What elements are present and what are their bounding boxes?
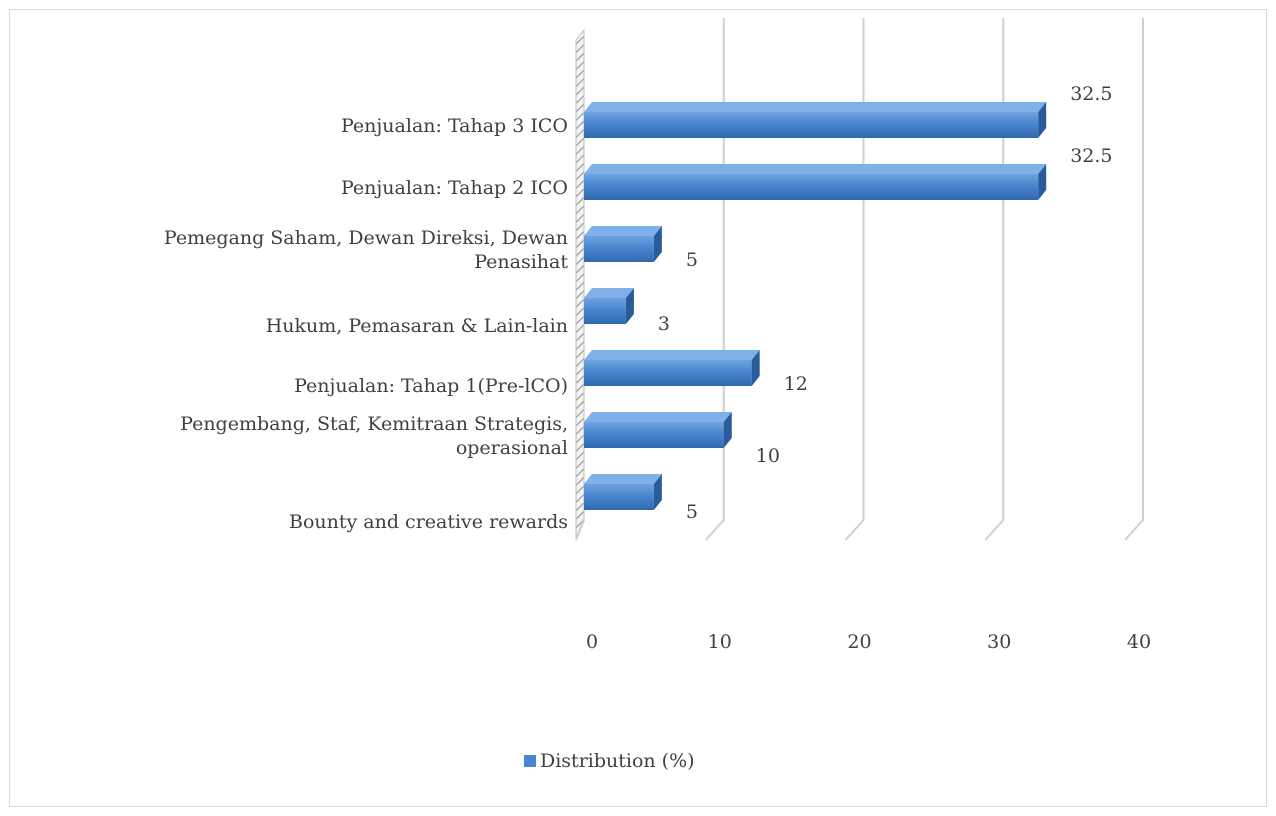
- bar-front-face: [584, 484, 654, 510]
- data-label: 5: [686, 501, 698, 523]
- bar-top-face: [584, 226, 662, 236]
- x-tick-label: 0: [586, 631, 598, 653]
- bar-6: [584, 412, 732, 448]
- left-wall: [575, 28, 585, 541]
- bar-front-face: [584, 174, 1039, 200]
- bar-7: [584, 474, 662, 510]
- gridlines: [575, 18, 1144, 541]
- gridline-10: [705, 18, 725, 541]
- data-label: 5: [686, 249, 698, 271]
- bar-side-face: [653, 474, 662, 510]
- category-label: Penjualan: Tahap 1(Pre-lCO): [294, 375, 568, 397]
- category-label: Pemegang Saham, Dewan Direksi, Dewan Pena…: [164, 227, 568, 273]
- bar-top-face: [584, 412, 732, 422]
- bar-front-face: [584, 422, 724, 448]
- bar-top-face: [584, 288, 634, 298]
- category-label: Pengembang, Staf, Kemitraan Strategis, op…: [180, 413, 568, 459]
- data-label: 3: [658, 313, 670, 335]
- bar-4: [584, 288, 634, 324]
- bar-side-face: [1038, 102, 1047, 138]
- category-labels: Penjualan: Tahap 3 ICO Penjualan: Tahap 2…: [164, 115, 568, 533]
- x-tick-label: 20: [847, 631, 871, 653]
- data-label: 10: [756, 445, 780, 467]
- category-label: Penjualan: Tahap 2 ICO: [341, 177, 568, 199]
- bar-3: [584, 226, 662, 262]
- bar-front-face: [584, 112, 1039, 138]
- bar-top-face: [584, 350, 760, 360]
- category-label: Hukum, Pemasaran & Lain-lain: [266, 315, 568, 337]
- bar-front-face: [584, 236, 654, 262]
- bars: [584, 102, 1047, 510]
- bar-front-face: [584, 360, 752, 386]
- legend-swatch: [524, 755, 536, 767]
- bar-side-face: [1038, 164, 1047, 200]
- bar-side-face: [653, 226, 662, 262]
- bar-front-face: [584, 298, 626, 324]
- data-label: 32.5: [1070, 83, 1112, 105]
- bar-side-face: [723, 412, 732, 448]
- gridline-0: [575, 519, 585, 541]
- category-label: Bounty and creative rewards: [289, 511, 568, 533]
- bar-top-face: [584, 102, 1047, 112]
- gridline-40: [1124, 18, 1144, 541]
- bar-side-face: [625, 288, 634, 324]
- bar-top-face: [584, 474, 662, 484]
- bar-top-face: [584, 164, 1047, 174]
- x-tick-label: 10: [708, 631, 732, 653]
- x-tick-label: 30: [987, 631, 1011, 653]
- gridline-30: [984, 18, 1005, 541]
- data-labels: 32.5 32.5 5 3 12 10 5: [658, 83, 1113, 523]
- x-axis-ticks: 0 10 20 30 40: [586, 631, 1151, 653]
- gridline-20: [844, 18, 865, 541]
- bar-1: [584, 102, 1047, 138]
- legend-label: Distribution (%): [540, 750, 695, 772]
- bar-side-face: [751, 350, 760, 386]
- chart-area: [9, 9, 1267, 807]
- legend: Distribution (%): [524, 750, 695, 772]
- data-label: 12: [784, 373, 808, 395]
- data-label: 32.5: [1070, 145, 1112, 167]
- bar-2: [584, 164, 1047, 200]
- bar-5: [584, 350, 760, 386]
- x-tick-label: 40: [1127, 631, 1151, 653]
- category-label: Penjualan: Tahap 3 ICO: [341, 115, 568, 137]
